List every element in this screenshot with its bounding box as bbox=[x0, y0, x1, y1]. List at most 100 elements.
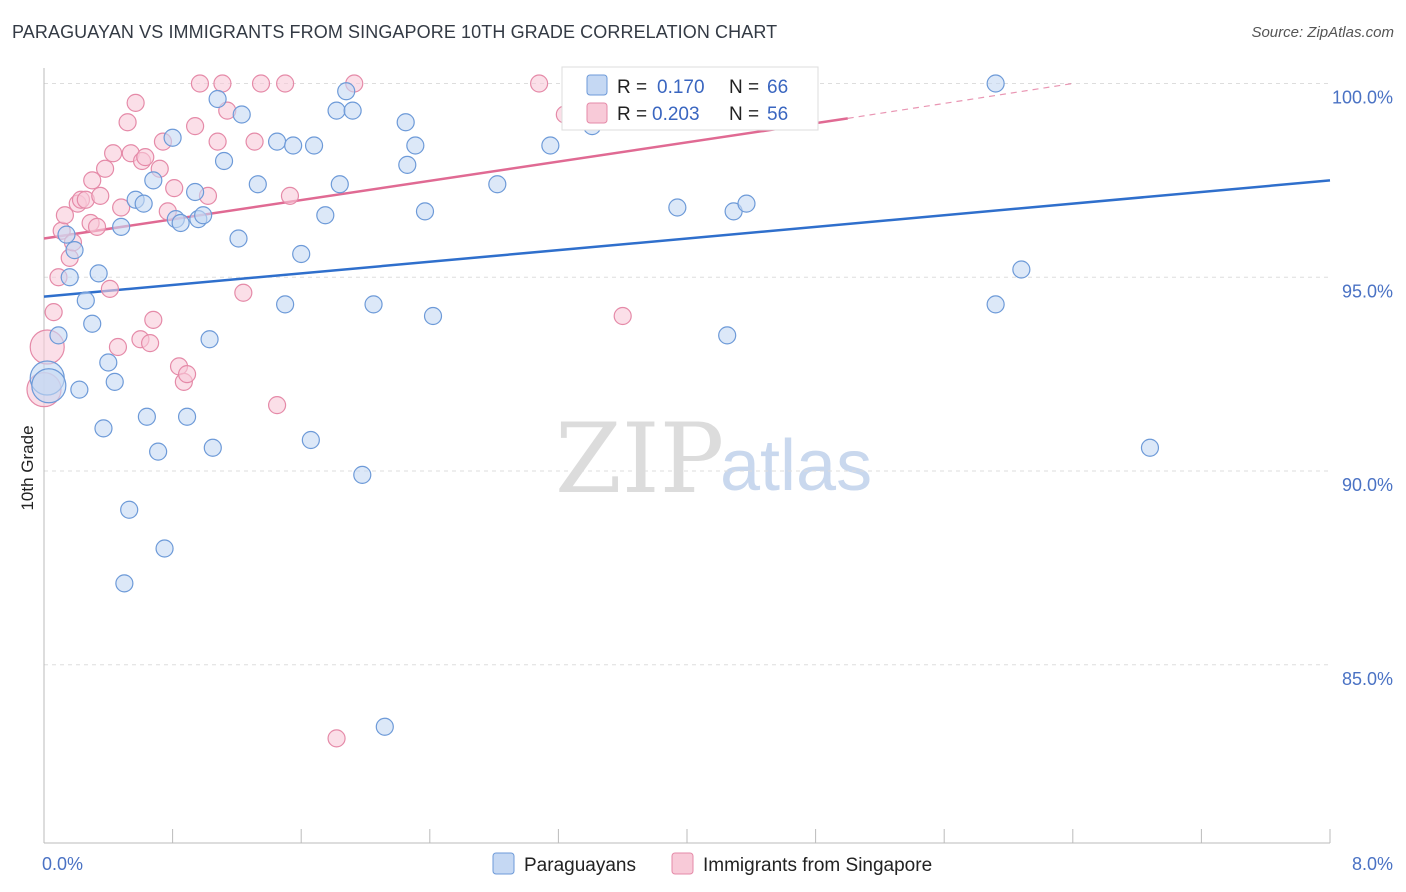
point-singapore bbox=[613, 306, 632, 326]
point-paraguayans bbox=[49, 326, 68, 345]
point-paraguayans bbox=[214, 151, 234, 171]
tick-labels: 100.0% 95.0% 90.0% 85.0% 0.0% 8.0% bbox=[42, 88, 1393, 875]
point-paraguayans bbox=[718, 326, 737, 345]
point-paraguayans bbox=[337, 82, 356, 101]
point-paraguayans bbox=[60, 268, 79, 287]
point-paraguayans bbox=[398, 155, 417, 174]
y-tick-label: 100.0% bbox=[1332, 88, 1393, 108]
bottom-legend-label-singapore: Immigrants from Singapore bbox=[703, 855, 932, 876]
point-paraguayans bbox=[488, 175, 507, 194]
point-paraguayans bbox=[76, 291, 95, 310]
bottom-legend-label-paraguayans: Paraguayans bbox=[524, 855, 636, 876]
legend-r-label: R = bbox=[617, 77, 647, 98]
point-paraguayans bbox=[171, 213, 190, 233]
y-axis-title: 10th Grade bbox=[18, 425, 37, 510]
top-legend: R = 0.170 N = 66 R = 0.203 N = 56 bbox=[561, 66, 819, 131]
legend-r-value-blue: 0.170 bbox=[657, 77, 705, 98]
point-singapore bbox=[251, 74, 271, 93]
y-tick-label: 95.0% bbox=[1342, 281, 1393, 301]
bottom-legend-swatch-blue bbox=[492, 852, 515, 875]
point-paraguayans bbox=[276, 295, 295, 314]
point-paraguayans bbox=[203, 438, 222, 457]
gridlines bbox=[44, 83, 1330, 666]
point-paraguayans bbox=[330, 175, 349, 194]
trend-line-singapore-extension bbox=[847, 82, 1073, 119]
x-tick-label: 8.0% bbox=[1352, 854, 1393, 874]
point-paraguayans bbox=[31, 368, 67, 404]
point-singapore bbox=[83, 171, 102, 190]
point-paraguayans bbox=[1140, 438, 1160, 457]
point-paraguayans bbox=[208, 89, 227, 109]
point-singapore bbox=[140, 334, 160, 353]
point-paraguayans bbox=[396, 113, 415, 132]
point-singapore bbox=[118, 113, 137, 132]
point-singapore bbox=[144, 310, 163, 329]
point-paraguayans bbox=[304, 136, 324, 155]
point-paraguayans bbox=[186, 182, 205, 202]
point-singapore bbox=[208, 132, 227, 151]
point-paraguayans bbox=[137, 407, 156, 426]
point-paraguayans bbox=[375, 717, 394, 736]
watermark-zip: ZIP bbox=[555, 403, 724, 515]
point-paraguayans bbox=[292, 244, 311, 264]
point-singapore bbox=[108, 337, 128, 357]
point-paraguayans bbox=[115, 574, 134, 593]
point-paraguayans bbox=[364, 295, 383, 314]
bottom-legend-swatch-pink bbox=[671, 852, 694, 875]
point-singapore bbox=[126, 93, 145, 112]
point-paraguayans bbox=[301, 430, 320, 450]
point-singapore bbox=[276, 74, 295, 93]
point-paraguayans bbox=[99, 353, 118, 372]
point-singapore bbox=[245, 132, 264, 151]
point-paraguayans bbox=[343, 101, 362, 120]
source-credit: Source: ZipAtlas.com bbox=[1251, 24, 1394, 41]
point-paraguayans bbox=[541, 136, 560, 155]
point-paraguayans bbox=[248, 175, 267, 194]
point-singapore bbox=[177, 365, 197, 384]
point-singapore bbox=[530, 74, 549, 93]
point-singapore bbox=[55, 206, 74, 225]
point-paraguayans bbox=[267, 132, 287, 151]
point-singapore bbox=[190, 74, 210, 93]
y-tick-label: 90.0% bbox=[1342, 475, 1393, 495]
point-paraguayans bbox=[155, 539, 174, 558]
point-singapore bbox=[136, 148, 155, 167]
point-paraguayans bbox=[406, 136, 425, 155]
point-singapore bbox=[44, 303, 63, 322]
data-points bbox=[26, 74, 1160, 748]
point-singapore bbox=[104, 144, 123, 163]
point-paraguayans bbox=[737, 194, 756, 213]
legend-r-value-pink: 0.203 bbox=[652, 104, 700, 125]
legend-r-label-2: R = bbox=[617, 104, 647, 125]
point-singapore bbox=[327, 729, 346, 748]
point-paraguayans bbox=[163, 128, 182, 147]
y-tick-label: 85.0% bbox=[1342, 669, 1393, 689]
x-tick-label: 0.0% bbox=[42, 854, 83, 874]
point-singapore bbox=[112, 198, 131, 217]
point-singapore bbox=[186, 117, 205, 136]
point-paraguayans bbox=[134, 194, 153, 213]
point-paraguayans bbox=[144, 171, 163, 190]
point-paraguayans bbox=[327, 101, 346, 120]
point-singapore bbox=[213, 74, 232, 93]
trend-line-paraguayans bbox=[43, 179, 1331, 298]
point-singapore bbox=[165, 179, 184, 198]
point-paraguayans bbox=[83, 314, 102, 333]
point-paraguayans bbox=[229, 229, 248, 248]
point-paraguayans bbox=[105, 372, 124, 391]
point-paraguayans bbox=[120, 500, 139, 519]
point-paraguayans bbox=[668, 198, 687, 217]
point-paraguayans bbox=[353, 465, 372, 484]
axes bbox=[43, 68, 1331, 844]
point-paraguayans bbox=[284, 136, 303, 155]
point-paraguayans bbox=[94, 419, 113, 438]
point-singapore bbox=[91, 186, 110, 205]
point-paraguayans bbox=[200, 330, 219, 349]
point-paraguayans bbox=[149, 442, 168, 461]
legend-n-label: N = bbox=[729, 77, 759, 98]
point-singapore bbox=[267, 396, 287, 415]
point-paraguayans bbox=[194, 206, 213, 225]
point-paraguayans bbox=[177, 407, 197, 426]
point-paraguayans bbox=[232, 105, 251, 124]
